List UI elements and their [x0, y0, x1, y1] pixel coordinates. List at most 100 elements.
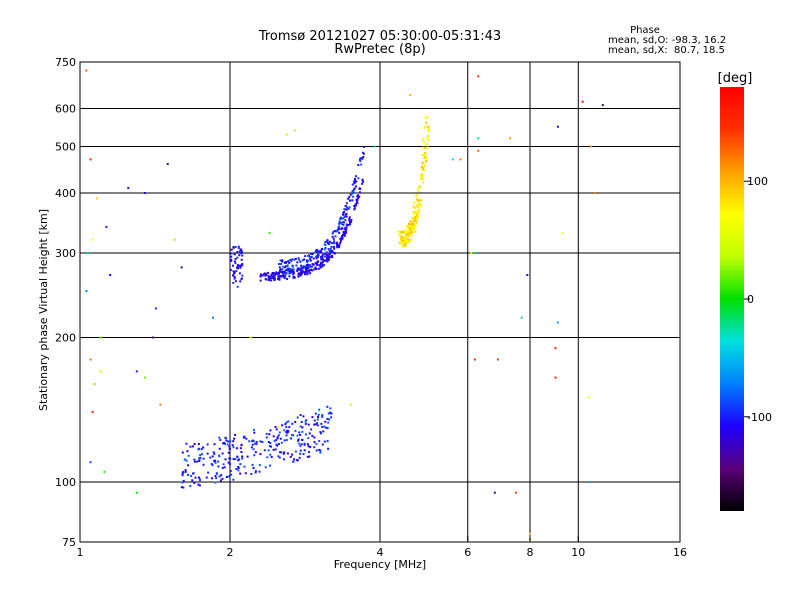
data-point: [267, 441, 270, 443]
data-point: [351, 183, 354, 186]
data-point: [202, 463, 205, 466]
data-point: [285, 421, 288, 424]
data-point: [423, 126, 426, 129]
data-point: [414, 225, 417, 227]
data-point: [363, 145, 366, 148]
data-point: [327, 254, 330, 257]
data-point: [587, 396, 590, 399]
data-point: [229, 457, 232, 460]
data-point: [234, 257, 237, 260]
data-point: [412, 226, 415, 228]
data-point: [316, 422, 319, 425]
data-point: [426, 143, 428, 146]
data-point: [183, 458, 186, 461]
data-point: [292, 265, 295, 268]
data-point: [325, 251, 328, 254]
data-point: [346, 206, 349, 209]
data-point: [473, 252, 476, 254]
data-point: [228, 463, 231, 466]
data-point: [268, 275, 271, 278]
data-point: [287, 269, 290, 272]
data-point: [272, 435, 275, 438]
data-point: [311, 269, 314, 272]
data-point: [328, 256, 331, 259]
data-point: [286, 278, 289, 280]
data-point: [264, 274, 267, 277]
data-point: [154, 307, 157, 310]
data-point: [236, 265, 239, 268]
data-point: [143, 192, 146, 194]
data-point: [413, 217, 416, 220]
data-point: [526, 274, 529, 276]
data-point: [206, 452, 209, 455]
data-point: [301, 271, 304, 274]
data-point: [292, 272, 295, 275]
data-point: [187, 454, 190, 457]
data-point: [233, 277, 236, 280]
data-point: [181, 451, 184, 454]
data-point: [357, 196, 360, 199]
data-point: [292, 268, 295, 271]
data-point: [420, 204, 422, 207]
data-point: [185, 459, 188, 462]
data-point: [362, 152, 365, 155]
data-point: [214, 461, 217, 464]
data-point: [318, 408, 321, 411]
data-point: [299, 414, 302, 416]
data-point: [278, 263, 280, 265]
data-point: [181, 481, 184, 484]
data-point: [345, 212, 348, 215]
data-point: [327, 243, 330, 246]
data-point: [408, 222, 410, 225]
data-point: [237, 267, 240, 270]
data-point: [192, 445, 194, 448]
data-point: [313, 419, 316, 422]
data-point: [358, 195, 361, 198]
data-point: [309, 252, 312, 255]
data-point: [419, 178, 422, 181]
data-point: [306, 443, 309, 446]
data-point: [418, 199, 421, 202]
data-point: [331, 249, 333, 252]
data-point: [261, 441, 264, 443]
data-point: [258, 464, 261, 467]
data-point: [303, 258, 306, 261]
colorbar-tick-label: -100: [747, 411, 772, 424]
data-point: [241, 457, 244, 460]
data-point: [93, 383, 96, 386]
data-point: [263, 449, 266, 452]
data-point: [182, 486, 185, 489]
data-point: [275, 273, 278, 275]
data-point: [451, 158, 454, 161]
y-tick-label: 400: [55, 187, 76, 200]
data-point: [285, 434, 288, 437]
data-point: [352, 195, 355, 198]
data-point: [281, 259, 283, 262]
data-point: [235, 269, 238, 272]
data-point: [330, 256, 333, 259]
data-point: [520, 316, 523, 319]
data-point: [202, 457, 205, 460]
data-point: [283, 270, 286, 273]
data-point: [301, 266, 304, 269]
grid-lines: [80, 62, 680, 542]
data-point: [306, 270, 309, 273]
data-point: [211, 464, 214, 467]
data-point: [239, 266, 242, 269]
data-point: [339, 237, 342, 240]
data-point: [276, 437, 279, 440]
data-point: [422, 162, 425, 165]
data-point: [422, 165, 425, 168]
data-point: [373, 145, 376, 148]
data-point: [473, 358, 476, 361]
data-point: [316, 418, 319, 421]
data-point: [309, 265, 312, 268]
y-axis: 75 100 200 300 400 500 600 750: [55, 56, 86, 549]
data-point: [109, 274, 112, 276]
data-point: [277, 277, 279, 280]
y-tick-label: 750: [55, 56, 76, 69]
data-point: [360, 163, 363, 166]
data-point: [265, 436, 268, 439]
data-point: [267, 449, 270, 452]
data-point: [293, 258, 296, 261]
